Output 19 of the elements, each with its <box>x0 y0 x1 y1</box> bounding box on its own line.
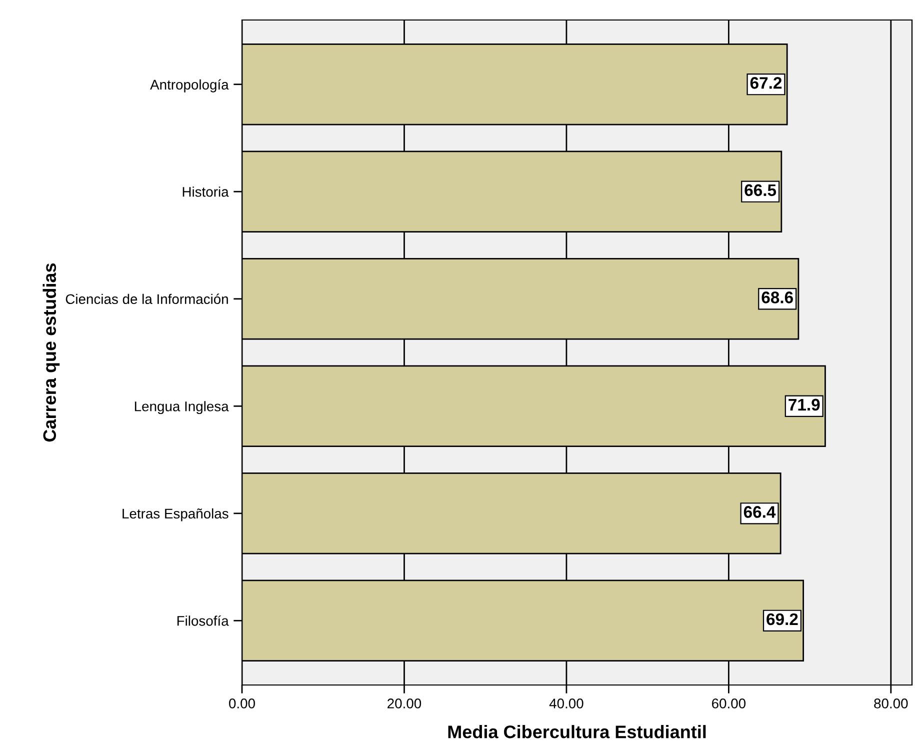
y-tick-label: Lengua Inglesa <box>134 401 229 414</box>
x-tick-label: 80.00 <box>874 698 908 708</box>
y-axis-title: Carrera que estudias <box>42 263 60 442</box>
data-label: 66.5 <box>744 184 776 196</box>
data-label: 67.2 <box>750 77 782 89</box>
x-tick-label: 60.00 <box>712 698 746 708</box>
y-tick-label: Antropología <box>150 79 229 92</box>
y-tick-label: Filosofía <box>177 615 229 626</box>
x-tick-label: 20.00 <box>388 698 422 708</box>
x-axis-title: Media Cibercultura Estudiantil <box>448 725 706 738</box>
x-tick-label: 40.00 <box>549 698 584 708</box>
data-label: 68.6 <box>762 292 793 304</box>
y-tick-label: Letras Españolas <box>122 508 228 522</box>
data-label: 69.2 <box>766 613 798 626</box>
x-tick-label: 0.00 <box>229 698 255 708</box>
data-label: 66.4 <box>744 506 776 518</box>
data-label: 71.9 <box>788 398 820 411</box>
y-tick-label: Historia <box>182 186 229 197</box>
y-tick-label: Ciencias de la Información <box>66 294 228 304</box>
